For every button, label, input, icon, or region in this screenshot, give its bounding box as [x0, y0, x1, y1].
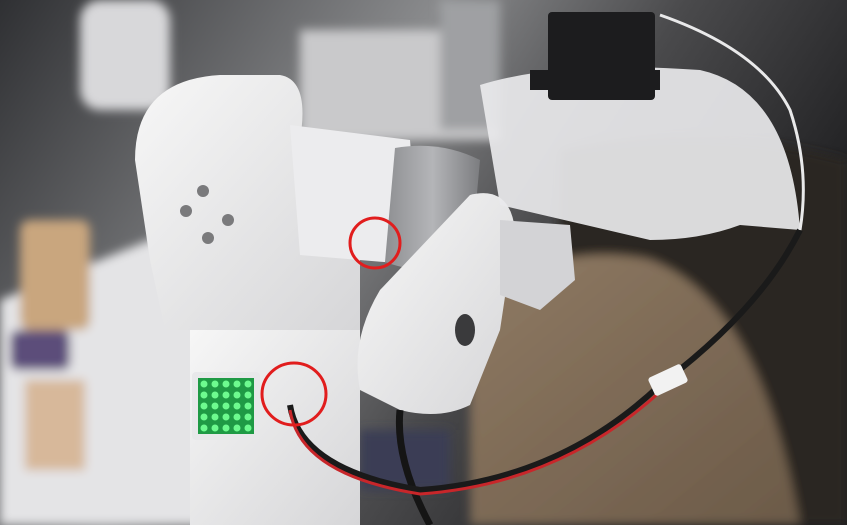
- led-dots: [200, 380, 252, 432]
- highlight-circle: [348, 216, 402, 270]
- servo-cable: [287, 228, 803, 494]
- screw-hole: [222, 214, 234, 226]
- robot-shoulder: [135, 75, 360, 330]
- link-hole: [455, 314, 475, 346]
- desk-object: [25, 380, 85, 470]
- black-cable: [395, 409, 434, 525]
- robot-link: [357, 193, 515, 414]
- servo-bracket: [530, 70, 660, 90]
- gripper-mount: [500, 220, 575, 310]
- red-wire: [288, 388, 664, 496]
- white-wire: [659, 13, 805, 231]
- screw-hole: [202, 232, 214, 244]
- desk-object: [10, 330, 70, 370]
- background-object: [80, 0, 170, 110]
- robot-arm: [290, 125, 420, 265]
- connector: [648, 364, 688, 396]
- highlight-circle: [260, 361, 328, 427]
- gripper: [480, 67, 800, 240]
- wooden-figure: [20, 220, 90, 330]
- screw-hole: [197, 185, 209, 197]
- screw-hole: [180, 205, 192, 217]
